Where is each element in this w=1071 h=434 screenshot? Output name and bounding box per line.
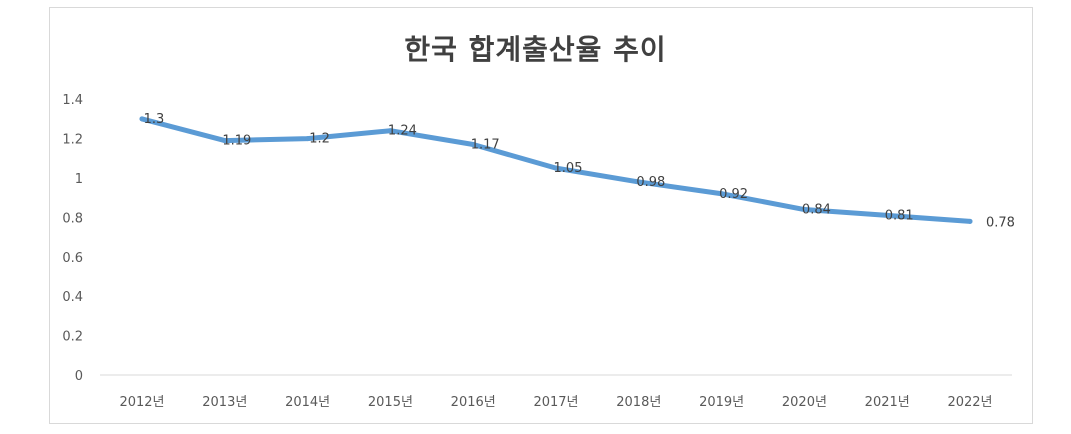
- data-label: 1.24: [388, 124, 417, 139]
- y-tick-label: 1.4: [62, 93, 83, 108]
- data-label: 1.17: [471, 138, 500, 153]
- x-tick-label: 2021년: [865, 395, 910, 410]
- y-tick-label: 0.4: [62, 290, 83, 305]
- y-tick-label: 1: [75, 172, 83, 187]
- x-tick-label: 2014년: [285, 395, 330, 410]
- data-point: [719, 191, 725, 197]
- x-tick-label: 2015년: [368, 395, 413, 410]
- x-tick-label: 2020년: [782, 395, 827, 410]
- data-label: 0.98: [636, 175, 665, 190]
- data-label: 1.19: [222, 134, 251, 149]
- chart-title: 한국 합계출산율 추이: [404, 33, 667, 66]
- y-tick-label: 1.2: [62, 133, 83, 148]
- data-label: 0.84: [802, 203, 831, 218]
- data-point: [553, 165, 559, 171]
- data-labels: 1.3 1.19 1.2 1.24 1.17 1.05 0.98 0.92 0.84 0.81 0.…: [144, 112, 1015, 230]
- y-axis-ticks: 0 0.2 0.4 0.6 0.8 1 1.2 1.4: [62, 93, 83, 384]
- x-tick-label: 2012년: [119, 395, 164, 410]
- y-tick-label: 0.2: [62, 330, 83, 345]
- x-tick-label: 2016년: [451, 395, 496, 410]
- data-point: [305, 136, 311, 142]
- data-point: [222, 138, 228, 144]
- data-label: 0.81: [885, 208, 914, 223]
- x-tick-label: 2018년: [616, 395, 661, 410]
- series-points: [139, 116, 973, 224]
- x-tick-label: 2013년: [202, 395, 247, 410]
- y-tick-label: 0.8: [62, 211, 83, 226]
- data-label: 1.05: [554, 161, 583, 176]
- data-point: [801, 207, 807, 213]
- data-label: 0.78: [986, 215, 1015, 230]
- x-tick-label: 2022년: [947, 395, 992, 410]
- y-tick-label: 0.6: [62, 251, 83, 266]
- x-tick-label: 2017년: [533, 395, 578, 410]
- data-label: 0.92: [719, 187, 748, 202]
- data-label: 1.3: [144, 112, 165, 127]
- data-point: [470, 142, 476, 148]
- x-tick-label: 2019년: [699, 395, 744, 410]
- data-point: [967, 218, 973, 224]
- data-point: [884, 212, 890, 218]
- data-point: [139, 116, 145, 122]
- y-tick-label: 0: [75, 369, 83, 384]
- data-point: [387, 128, 393, 134]
- data-point: [636, 179, 642, 185]
- data-label: 1.2: [309, 132, 330, 147]
- x-axis-ticks: 2012년 2013년 2014년 2015년 2016년 2017년 2018년 2019년…: [119, 395, 992, 410]
